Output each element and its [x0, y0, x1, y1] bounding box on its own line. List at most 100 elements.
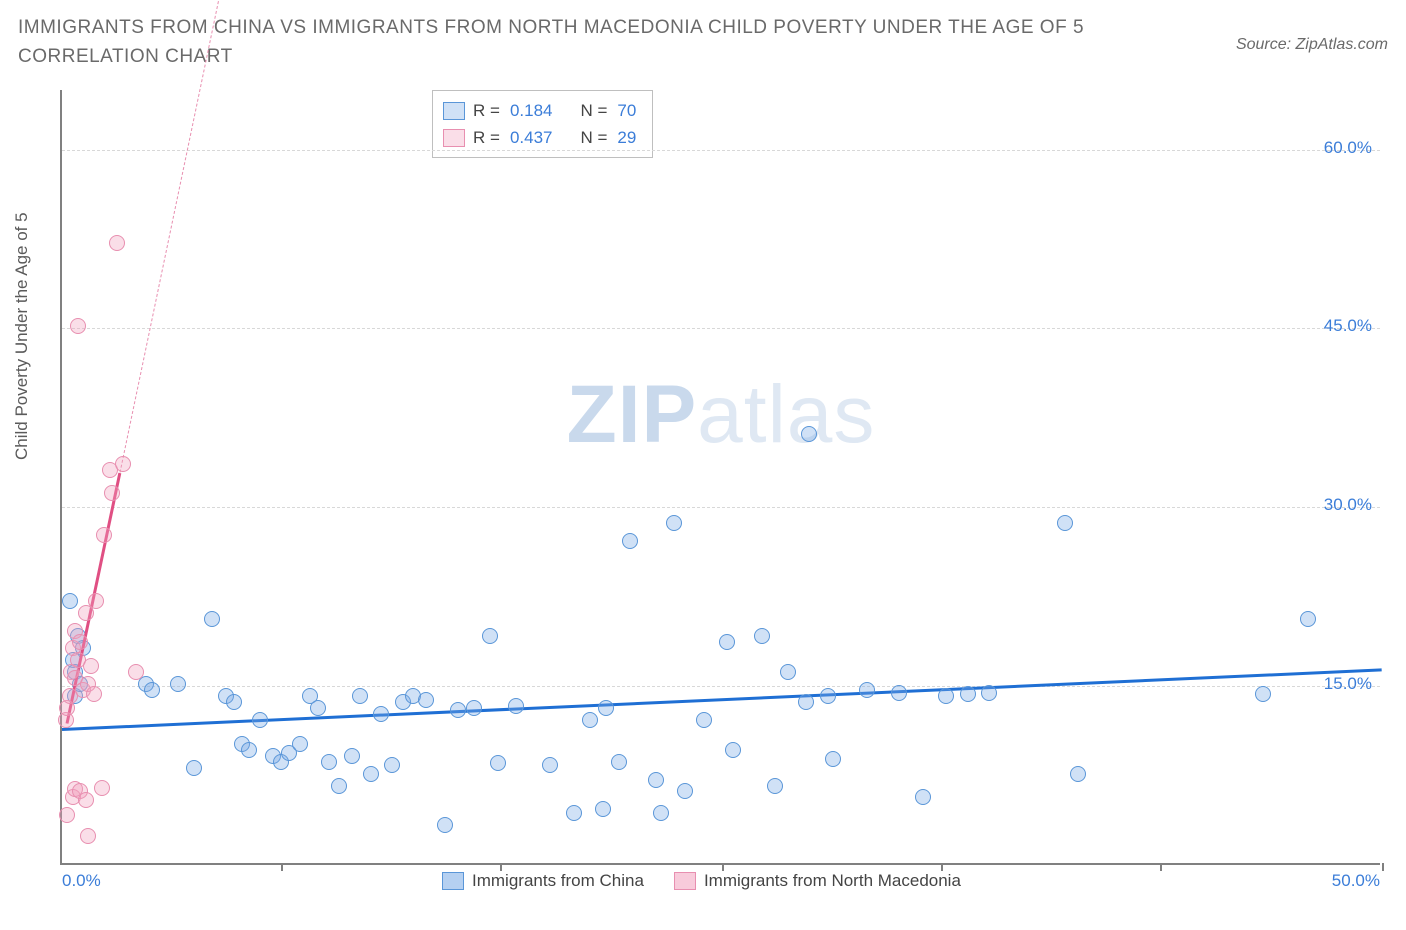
x-tick: [281, 863, 283, 871]
data-point: [915, 789, 931, 805]
data-point: [598, 700, 614, 716]
data-point: [622, 533, 638, 549]
data-point: [80, 828, 96, 844]
x-tick: [941, 863, 943, 871]
plot-area: ZIPatlas R =0.184N =70R =0.437N =29 0.0%…: [60, 90, 1380, 865]
data-point: [352, 688, 368, 704]
data-point: [677, 783, 693, 799]
data-point: [109, 235, 125, 251]
x-axis-min-label: 0.0%: [62, 871, 101, 891]
data-point: [820, 688, 836, 704]
legend-label: Immigrants from North Macedonia: [704, 871, 961, 891]
stat-r-label: R =: [473, 97, 500, 124]
data-point: [981, 685, 997, 701]
legend-swatch: [443, 129, 465, 147]
stat-r-value: 0.437: [510, 124, 553, 151]
data-point: [725, 742, 741, 758]
legend-label: Immigrants from China: [472, 871, 644, 891]
data-point: [648, 772, 664, 788]
y-tick-label: 45.0%: [1324, 316, 1372, 336]
gridline: [62, 328, 1380, 329]
data-point: [418, 692, 434, 708]
data-point: [798, 694, 814, 710]
stat-n-label: N =: [580, 97, 607, 124]
data-point: [384, 757, 400, 773]
legend-swatch: [442, 872, 464, 890]
legend-row: R = 0.184 N = 70: [443, 97, 638, 124]
data-point: [78, 792, 94, 808]
data-point: [62, 593, 78, 609]
data-point: [128, 664, 144, 680]
y-tick-label: 60.0%: [1324, 138, 1372, 158]
x-tick: [1160, 863, 1162, 871]
stat-n-value: 29: [617, 124, 636, 151]
data-point: [595, 801, 611, 817]
x-tick: [722, 863, 724, 871]
data-point: [72, 634, 88, 650]
legend-swatch: [443, 102, 465, 120]
gridline: [62, 150, 1380, 151]
x-tick: [1382, 863, 1384, 871]
data-point: [566, 805, 582, 821]
legend-item: Immigrants from North Macedonia: [674, 871, 961, 891]
data-point: [719, 634, 735, 650]
data-point: [825, 751, 841, 767]
correlation-legend: R = 0.184 N = 70R = 0.437 N = 29: [432, 90, 653, 158]
data-point: [611, 754, 627, 770]
stat-r-value: 0.184: [510, 97, 553, 124]
data-point: [186, 760, 202, 776]
x-tick: [500, 863, 502, 871]
chart-title: IMMIGRANTS FROM CHINA VS IMMIGRANTS FROM…: [18, 14, 1118, 71]
data-point: [170, 676, 186, 692]
data-point: [1255, 686, 1271, 702]
data-point: [59, 807, 75, 823]
data-point: [104, 485, 120, 501]
data-point: [437, 817, 453, 833]
data-point: [490, 755, 506, 771]
data-point: [666, 515, 682, 531]
data-point: [859, 682, 875, 698]
data-point: [450, 702, 466, 718]
legend-item: Immigrants from China: [442, 871, 644, 891]
data-point: [801, 426, 817, 442]
data-point: [226, 694, 242, 710]
data-point: [321, 754, 337, 770]
data-point: [331, 778, 347, 794]
data-point: [94, 780, 110, 796]
data-point: [144, 682, 160, 698]
data-point: [1070, 766, 1086, 782]
stat-r-label: R =: [473, 124, 500, 151]
series-legend: Immigrants from China Immigrants from Nor…: [442, 871, 961, 891]
data-point: [115, 456, 131, 472]
legend-row: R =0.437N =29: [443, 124, 638, 151]
y-tick-label: 30.0%: [1324, 495, 1372, 515]
gridline: [62, 686, 1380, 687]
data-point: [542, 757, 558, 773]
data-point: [88, 593, 104, 609]
gridline: [62, 507, 1380, 508]
data-point: [754, 628, 770, 644]
data-point: [344, 748, 360, 764]
data-point: [96, 527, 112, 543]
data-point: [1057, 515, 1073, 531]
data-point: [86, 686, 102, 702]
data-point: [363, 766, 379, 782]
stat-n-value: 70: [617, 97, 636, 124]
data-point: [466, 700, 482, 716]
data-point: [482, 628, 498, 644]
legend-swatch: [674, 872, 696, 890]
data-point: [767, 778, 783, 794]
y-tick-label: 15.0%: [1324, 674, 1372, 694]
data-point: [310, 700, 326, 716]
data-point: [653, 805, 669, 821]
data-point: [292, 736, 308, 752]
data-point: [83, 658, 99, 674]
x-axis-max-label: 50.0%: [1332, 871, 1380, 891]
data-point: [373, 706, 389, 722]
data-point: [241, 742, 257, 758]
y-axis-label: Child Poverty Under the Age of 5: [12, 212, 32, 460]
watermark: ZIPatlas: [567, 368, 876, 462]
data-point: [960, 686, 976, 702]
data-point: [891, 685, 907, 701]
data-point: [938, 688, 954, 704]
